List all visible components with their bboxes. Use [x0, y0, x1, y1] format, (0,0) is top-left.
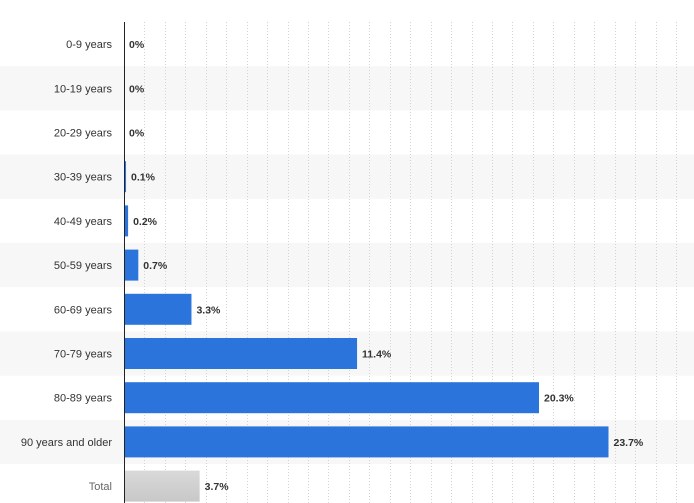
data-label: 0% — [129, 83, 145, 95]
bar[interactable] — [124, 426, 609, 458]
bar[interactable] — [124, 382, 539, 414]
data-label: 0.7% — [143, 260, 168, 272]
bar[interactable] — [124, 249, 139, 281]
category-label: 90 years and older — [21, 437, 112, 449]
data-label: 0.1% — [131, 172, 156, 184]
bar[interactable] — [124, 338, 358, 369]
bar[interactable] — [124, 205, 129, 237]
row-band — [0, 154, 694, 199]
category-labels: 0-9 years 10-19 years 20-29 years 30-39 yea… — [21, 39, 113, 493]
category-label: 70-79 years — [54, 349, 113, 361]
bar[interactable] — [124, 293, 192, 325]
category-label: 0-9 years — [66, 39, 112, 51]
value-labels: 0% 0% 0% 0.1% 0.2% 0.7% 3.3% 11.4% 20.3% 23.7% 3.7… — [129, 39, 644, 493]
bar-total[interactable] — [124, 470, 200, 502]
data-label: 0% — [129, 128, 145, 140]
row-band — [0, 243, 694, 288]
gridlines — [144, 22, 677, 503]
data-label: 3.7% — [205, 481, 230, 493]
category-label: 60-69 years — [54, 304, 113, 316]
row-band — [0, 66, 694, 111]
category-label: 50-59 years — [54, 260, 113, 272]
data-label: 0% — [129, 39, 145, 51]
category-label: Total — [89, 481, 112, 493]
category-label: 30-39 years — [54, 172, 113, 184]
data-label: 20.3% — [544, 393, 574, 405]
data-label: 23.7% — [614, 437, 644, 449]
category-label: 20-29 years — [54, 128, 113, 140]
data-label: 11.4% — [362, 349, 392, 361]
data-label: 3.3% — [196, 304, 221, 316]
bars-group — [124, 161, 609, 502]
bar[interactable] — [124, 161, 127, 193]
category-label: 40-49 years — [54, 216, 113, 228]
category-label: 10-19 years — [54, 83, 113, 95]
category-label: 80-89 years — [54, 393, 113, 405]
data-label: 0.2% — [133, 216, 158, 228]
